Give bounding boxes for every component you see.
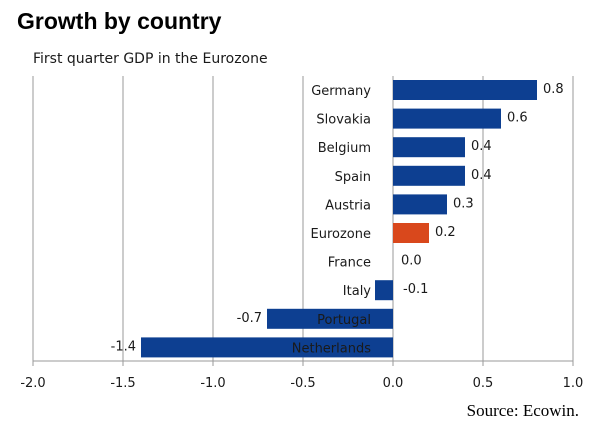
x-tick-label: -0.5 <box>290 376 315 391</box>
bar-netherlands <box>141 337 393 358</box>
category-label-austria: Austria <box>325 198 371 213</box>
value-label-netherlands: -1.4 <box>111 339 136 354</box>
x-tick-label: 0.5 <box>473 376 494 391</box>
category-label-eurozone: Eurozone <box>311 227 371 242</box>
category-label-italy: Italy <box>343 284 372 299</box>
chart-title: Growth by country <box>17 8 222 34</box>
category-label-spain: Spain <box>335 170 371 185</box>
x-tick-label: 1.0 <box>563 376 584 391</box>
bar-slovakia <box>393 108 501 129</box>
value-label-austria: 0.3 <box>453 196 474 211</box>
value-label-italy: -0.1 <box>403 282 428 297</box>
value-label-slovakia: 0.6 <box>507 111 528 126</box>
bar-eurozone <box>393 223 429 243</box>
value-label-belgium: 0.4 <box>471 139 492 154</box>
x-tick-label: -1.0 <box>200 376 225 391</box>
category-label-portugal: Portugal <box>317 313 371 328</box>
category-label-belgium: Belgium <box>318 141 371 156</box>
x-tick-label: -1.5 <box>110 376 135 391</box>
bar-italy <box>375 280 393 301</box>
value-label-germany: 0.8 <box>543 82 564 97</box>
bar-belgium <box>393 137 465 158</box>
bar-austria <box>393 194 447 215</box>
x-tick-label: 0.0 <box>383 376 404 391</box>
value-label-france: 0.0 <box>401 254 422 269</box>
category-label-slovakia: Slovakia <box>316 113 371 128</box>
chart-subtitle: First quarter GDP in the Eurozone <box>33 51 268 67</box>
bar-spain <box>393 165 465 186</box>
category-label-france: France <box>328 256 371 271</box>
value-label-portugal: -0.7 <box>237 311 262 326</box>
category-label-netherlands: Netherlands <box>292 341 371 356</box>
bar-germany <box>393 80 537 100</box>
bar-portugal <box>267 308 393 329</box>
category-label-germany: Germany <box>311 84 371 99</box>
value-label-eurozone: 0.2 <box>435 225 456 240</box>
x-tick-label: -2.0 <box>20 376 45 391</box>
source-note: Source: Ecowin. <box>466 401 579 420</box>
value-label-spain: 0.4 <box>471 168 492 183</box>
